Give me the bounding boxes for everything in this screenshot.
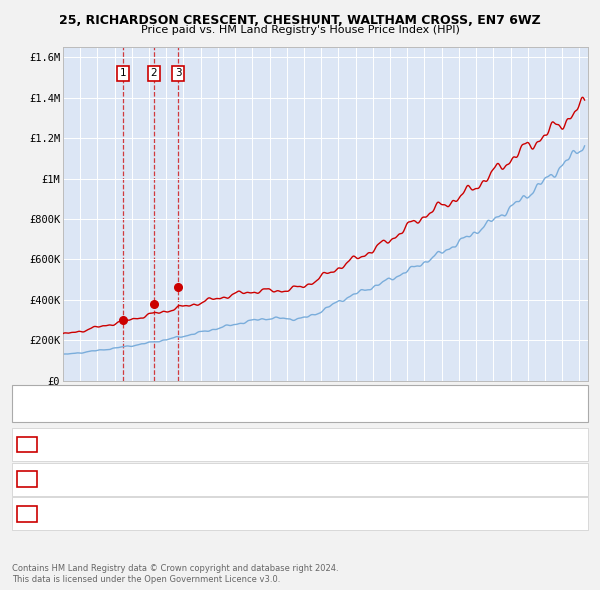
- Text: 60% ↑ HPI: 60% ↑ HPI: [360, 509, 416, 519]
- Text: £300,000: £300,000: [228, 440, 278, 449]
- Text: £463,000: £463,000: [228, 509, 278, 519]
- Text: 07-SEP-2001: 07-SEP-2001: [60, 509, 129, 519]
- Text: 14-APR-2000: 14-APR-2000: [60, 474, 129, 484]
- Text: 25, RICHARDSON CRESCENT, CHESHUNT, WALTHAM CROSS, EN7 6WZ (detached house): 25, RICHARDSON CRESCENT, CHESHUNT, WALTH…: [60, 388, 458, 397]
- Text: 26-JUN-1998: 26-JUN-1998: [60, 440, 129, 449]
- Text: 25, RICHARDSON CRESCENT, CHESHUNT, WALTHAM CROSS, EN7 6WZ: 25, RICHARDSON CRESCENT, CHESHUNT, WALTH…: [59, 14, 541, 27]
- Text: HPI: Average price, detached house, Broxbourne: HPI: Average price, detached house, Brox…: [60, 408, 280, 417]
- Text: 1: 1: [119, 68, 126, 78]
- Text: Price paid vs. HM Land Registry's House Price Index (HPI): Price paid vs. HM Land Registry's House …: [140, 25, 460, 35]
- Text: This data is licensed under the Open Government Licence v3.0.: This data is licensed under the Open Gov…: [12, 575, 280, 584]
- Text: 2: 2: [151, 68, 157, 78]
- Text: £380,000: £380,000: [228, 474, 278, 484]
- Text: 63% ↑ HPI: 63% ↑ HPI: [360, 474, 416, 484]
- Text: 3: 3: [23, 509, 30, 519]
- Text: 1: 1: [23, 440, 30, 449]
- Text: 3: 3: [175, 68, 181, 78]
- Text: 65% ↑ HPI: 65% ↑ HPI: [360, 440, 416, 449]
- Text: Contains HM Land Registry data © Crown copyright and database right 2024.: Contains HM Land Registry data © Crown c…: [12, 565, 338, 573]
- Text: 2: 2: [23, 474, 30, 484]
